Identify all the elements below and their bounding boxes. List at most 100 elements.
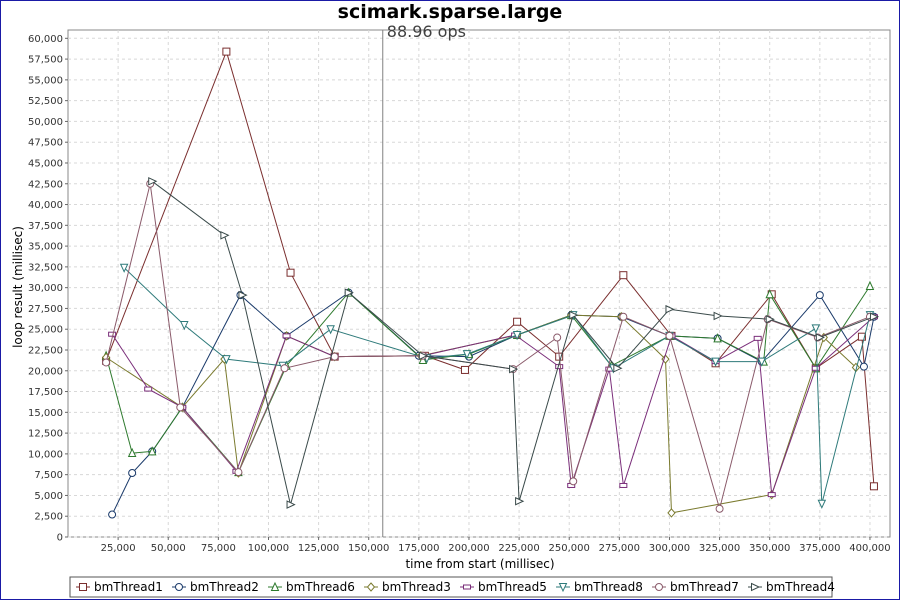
data-point: [619, 482, 628, 488]
x-tick-label: 200,000: [448, 543, 489, 554]
legend-marker: [463, 584, 471, 590]
y-tick-label: 35,000: [28, 242, 63, 253]
y-tick-label: 20,000: [28, 366, 63, 377]
y-tick-label: 45,000: [28, 158, 63, 169]
legend-marker: [751, 582, 761, 592]
legend-label: bmThread3: [382, 580, 451, 594]
data-point: [238, 290, 248, 300]
data-point: [713, 311, 723, 321]
x-axis-label: time from start (millisec): [405, 557, 554, 571]
y-tick-label: 17,500: [28, 387, 63, 398]
x-tick-label: 150,000: [348, 543, 389, 554]
grid: [68, 30, 890, 538]
data-point: [108, 331, 117, 337]
x-tick-label: 225,000: [498, 543, 539, 554]
series-bmThread4: [148, 176, 880, 509]
data-point: [859, 362, 868, 371]
data-point: [108, 510, 117, 519]
y-tick-label: 0: [57, 533, 63, 544]
data-point: [765, 289, 774, 299]
data-point: [344, 288, 354, 297]
x-tick-label: 75,000: [201, 543, 236, 554]
y-tick-label: 57,500: [28, 55, 63, 66]
legend-item: bmThread2: [172, 580, 259, 594]
data-point: [869, 312, 880, 322]
data-point: [555, 364, 564, 370]
y-tick-label: 25,000: [28, 325, 63, 336]
data-point: [865, 280, 875, 290]
x-tick-label: 50,000: [151, 543, 186, 554]
data-point: [286, 268, 295, 277]
data-point: [753, 335, 762, 341]
y-tick-label: 32,500: [28, 262, 63, 273]
y-tick-label: 55,000: [28, 75, 63, 86]
data-point: [619, 312, 628, 321]
data-point: [711, 357, 720, 367]
data-point: [815, 291, 824, 300]
legend-label: bmThread7: [670, 580, 739, 594]
data-point: [613, 363, 623, 373]
legend-item: bmThread6: [268, 580, 355, 594]
data-point: [811, 365, 820, 371]
data-point: [222, 355, 231, 365]
y-tick-label: 60,000: [28, 34, 63, 45]
data-point: [713, 333, 722, 343]
data-point: [147, 446, 157, 456]
y-tick-label: 52,500: [28, 96, 63, 107]
legend-item: bmThread4: [748, 580, 835, 594]
data-point: [815, 333, 826, 342]
data-point: [460, 365, 469, 374]
y-tick-label: 27,500: [28, 304, 63, 315]
data-point: [234, 468, 243, 477]
annotation-label: 88.96 ops: [387, 22, 466, 41]
data-point: [553, 333, 562, 342]
legend-marker: [655, 583, 663, 591]
data-point: [179, 321, 189, 331]
legend-label: bmThread4: [766, 580, 835, 594]
x-tick-label: 100,000: [248, 543, 289, 554]
y-axis-ticks: 0 2,500 5,000 7,500 10,000 12,500 15,000 17,500…: [28, 34, 68, 544]
data-point: [286, 500, 296, 509]
data-point: [280, 364, 289, 373]
series-line: [123, 267, 871, 504]
data-point: [127, 447, 137, 458]
data-point: [282, 333, 291, 339]
data-point: [509, 364, 519, 374]
chart-title: scimark.sparse.large: [338, 1, 563, 23]
x-tick-label: 325,000: [699, 543, 740, 554]
legend-marker: [79, 583, 87, 591]
legend-label: bmThread5: [478, 580, 547, 594]
data-point: [128, 469, 137, 478]
data-point: [176, 403, 185, 412]
data-point: [148, 176, 158, 186]
data-point: [869, 482, 878, 491]
legend-label: bmThread1: [94, 580, 163, 594]
y-tick-label: 30,000: [28, 283, 63, 294]
y-tick-label: 47,500: [28, 138, 63, 149]
legend-item: bmThread1: [76, 580, 163, 594]
x-tick-label: 300,000: [649, 543, 690, 554]
data-point: [144, 386, 153, 392]
x-tick-label: 125,000: [298, 543, 339, 554]
x-tick-label: 375,000: [799, 543, 840, 554]
y-tick-label: 50,000: [28, 117, 63, 128]
data-point: [222, 47, 231, 56]
data-point: [326, 325, 335, 335]
legend-item: bmThread8: [556, 580, 643, 594]
y-tick-label: 5,000: [34, 491, 63, 502]
legend-label: bmThread6: [286, 580, 355, 594]
plot-area: [67, 29, 891, 538]
data-point: [757, 357, 766, 367]
data-point: [515, 496, 525, 506]
legend-marker: [175, 583, 183, 591]
legend-box: [69, 576, 833, 598]
x-axis-ticks: 25,000 50,000 75,000 100,000 125,000 150,000 1…: [101, 537, 891, 554]
data-point: [569, 310, 579, 320]
y-tick-label: 37,500: [28, 221, 63, 232]
data-point: [418, 351, 429, 361]
data-point: [665, 331, 674, 340]
y-tick-label: 7,500: [34, 470, 63, 481]
series-line: [105, 183, 871, 511]
data-point: [857, 332, 866, 341]
y-tick-label: 40,000: [28, 200, 63, 211]
